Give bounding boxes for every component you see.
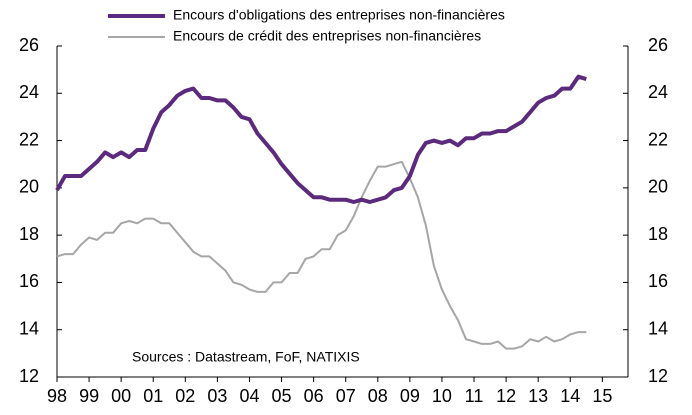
x-tick-label: 08 — [368, 386, 388, 406]
y-tick-label: 18 — [19, 224, 39, 244]
x-tick-label: 13 — [528, 386, 548, 406]
y2-tick-label: 22 — [648, 129, 668, 149]
x-tick-label: 03 — [207, 386, 227, 406]
x-tick-label: 15 — [592, 386, 612, 406]
x-tick-label: 11 — [465, 386, 484, 406]
y-tick-label: 22 — [19, 129, 39, 149]
y2-tick-label: 18 — [648, 224, 668, 244]
annotation: Sources : Datastream, FoF, NATIXIS — [132, 349, 360, 365]
x-tick-label: 09 — [400, 386, 420, 406]
y2-tick-label: 12 — [648, 366, 668, 386]
y2-tick-label: 20 — [648, 177, 668, 197]
y-tick-label: 16 — [19, 271, 39, 291]
x-tick-label: 10 — [432, 386, 452, 406]
y-tick-label: 12 — [19, 366, 39, 386]
x-tick-label: 06 — [304, 386, 324, 406]
y2-tick-label: 14 — [648, 318, 668, 338]
x-tick-label: 05 — [272, 386, 292, 406]
y-tick-label: 26 — [19, 35, 39, 55]
x-tick-label: 04 — [239, 386, 259, 406]
x-tick-label: 01 — [143, 386, 163, 406]
x-tick-label: 99 — [79, 386, 99, 406]
y-tick-label: 24 — [19, 82, 39, 102]
series-line — [55, 74, 587, 204]
legend-label: Encours d'obligations des entreprises no… — [173, 7, 505, 23]
legend-label: Encours de crédit des entreprises non-fi… — [173, 28, 481, 44]
y2-tick-label: 26 — [648, 35, 668, 55]
series-line — [56, 160, 587, 350]
y2-tick-label: 24 — [648, 82, 668, 102]
x-tick-label: 00 — [111, 386, 131, 406]
y2-tick-label: 16 — [648, 271, 668, 291]
x-tick-label: 02 — [175, 386, 195, 406]
y-tick-label: 14 — [19, 318, 39, 338]
x-tick-label: 14 — [560, 386, 580, 406]
y-tick-label: 20 — [19, 177, 39, 197]
x-tick-label: 07 — [336, 386, 356, 406]
x-tick-label: 98 — [47, 386, 67, 406]
x-tick-label: 12 — [496, 386, 516, 406]
